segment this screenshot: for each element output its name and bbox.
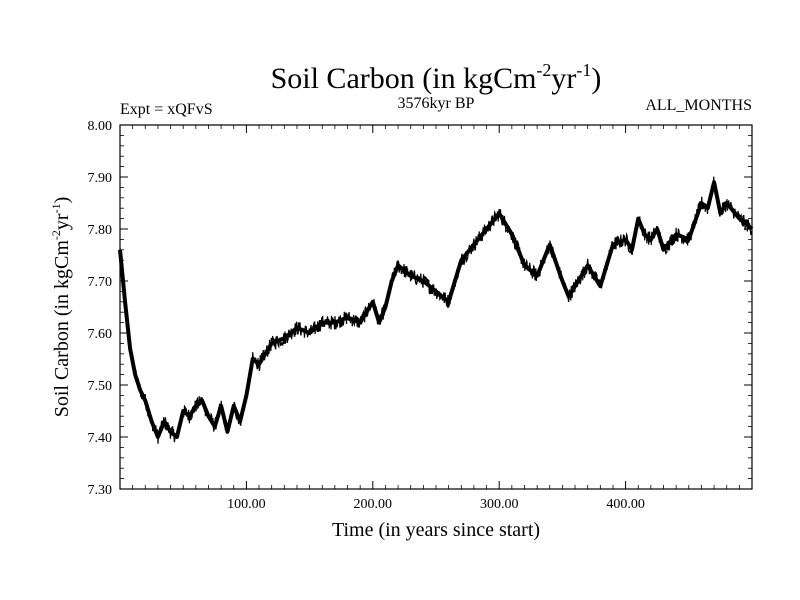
y-tick-label: 7.30 [88,483,113,498]
y-tick-label: 7.90 [88,171,113,186]
x-tick-label: 200.00 [354,497,393,512]
period-label: 3576kyr BP [398,95,475,112]
y-tick-label: 7.80 [88,223,113,238]
x-tick-label: 300.00 [480,497,519,512]
y-axis-label: Soil Carbon (in kgCm-2yr-1) [49,197,73,418]
series-line [118,180,754,439]
x-tick-label: 400.00 [606,497,645,512]
x-axis: 100.00 200.00 300.00 400.00 [132,125,740,512]
y-tick-label: 7.70 [88,275,113,290]
x-tick-label: 100.00 [227,497,266,512]
y-tick-label: 7.60 [88,327,113,342]
series-line-noise [119,176,753,444]
plot-area-frame [119,124,753,490]
series-group [118,176,754,444]
chart-title: Soil Carbon (in kgCm-2yr-1) [271,60,602,95]
x-axis-label: Time (in years since start) [332,519,540,541]
y-tick-label: 8.00 [88,119,113,134]
y-tick-label: 7.40 [88,431,113,446]
experiment-label: Expt = xQFvS [120,101,213,118]
months-label: ALL_MONTHS [645,97,752,114]
y-axis: 7.30 7.40 7.50 7.60 7.70 7.80 7.90 8.00 [88,119,752,498]
y-tick-label: 7.50 [88,379,113,394]
